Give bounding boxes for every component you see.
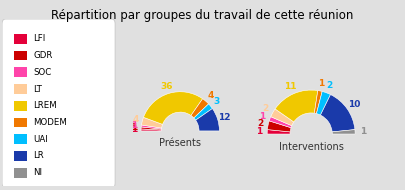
Text: MODEM: MODEM bbox=[33, 118, 67, 127]
Wedge shape bbox=[267, 130, 290, 134]
FancyBboxPatch shape bbox=[13, 67, 28, 77]
Text: 1: 1 bbox=[318, 79, 325, 88]
Wedge shape bbox=[267, 121, 291, 132]
Text: 36: 36 bbox=[160, 82, 173, 91]
Wedge shape bbox=[191, 99, 209, 118]
Wedge shape bbox=[141, 127, 162, 130]
FancyBboxPatch shape bbox=[13, 134, 28, 144]
Text: Présents: Présents bbox=[159, 138, 201, 148]
Text: SOC: SOC bbox=[33, 68, 51, 77]
Text: 1: 1 bbox=[256, 127, 262, 136]
Text: LFI: LFI bbox=[33, 34, 45, 43]
Text: 1: 1 bbox=[259, 112, 266, 120]
Text: 4: 4 bbox=[132, 115, 139, 124]
Wedge shape bbox=[320, 95, 355, 132]
FancyBboxPatch shape bbox=[13, 101, 28, 111]
Text: Répartition par groupes du travail de cette réunion: Répartition par groupes du travail de ce… bbox=[51, 10, 354, 22]
Text: Interventions: Interventions bbox=[279, 142, 343, 152]
Wedge shape bbox=[143, 92, 202, 124]
Text: 1: 1 bbox=[131, 121, 137, 130]
Wedge shape bbox=[196, 108, 220, 131]
Text: 1: 1 bbox=[131, 125, 137, 134]
Text: 12: 12 bbox=[218, 113, 230, 122]
Wedge shape bbox=[316, 91, 330, 115]
Text: 10: 10 bbox=[347, 100, 360, 109]
Wedge shape bbox=[271, 109, 294, 126]
Text: 1: 1 bbox=[131, 123, 137, 132]
FancyBboxPatch shape bbox=[13, 34, 28, 44]
Text: LT: LT bbox=[33, 85, 42, 93]
Wedge shape bbox=[314, 91, 322, 114]
Text: 2: 2 bbox=[326, 81, 332, 90]
Wedge shape bbox=[141, 129, 162, 131]
Text: NI: NI bbox=[33, 168, 42, 177]
Wedge shape bbox=[269, 117, 292, 128]
Text: GDR: GDR bbox=[33, 51, 53, 60]
Wedge shape bbox=[141, 125, 162, 129]
Text: 4: 4 bbox=[207, 91, 213, 100]
FancyBboxPatch shape bbox=[13, 168, 28, 177]
FancyBboxPatch shape bbox=[2, 19, 115, 188]
Text: LR: LR bbox=[33, 151, 44, 160]
Wedge shape bbox=[194, 104, 212, 120]
Text: 2: 2 bbox=[263, 104, 269, 113]
Text: 2: 2 bbox=[257, 119, 264, 128]
Wedge shape bbox=[141, 117, 162, 128]
FancyBboxPatch shape bbox=[13, 118, 28, 127]
FancyBboxPatch shape bbox=[13, 151, 28, 161]
Text: 11: 11 bbox=[284, 82, 297, 91]
Text: 1: 1 bbox=[360, 127, 366, 136]
Wedge shape bbox=[332, 130, 355, 134]
FancyBboxPatch shape bbox=[13, 51, 28, 60]
Text: 3: 3 bbox=[213, 97, 219, 106]
Text: LREM: LREM bbox=[33, 101, 57, 110]
FancyBboxPatch shape bbox=[13, 84, 28, 94]
Wedge shape bbox=[275, 90, 318, 122]
Text: UAI: UAI bbox=[33, 135, 48, 144]
